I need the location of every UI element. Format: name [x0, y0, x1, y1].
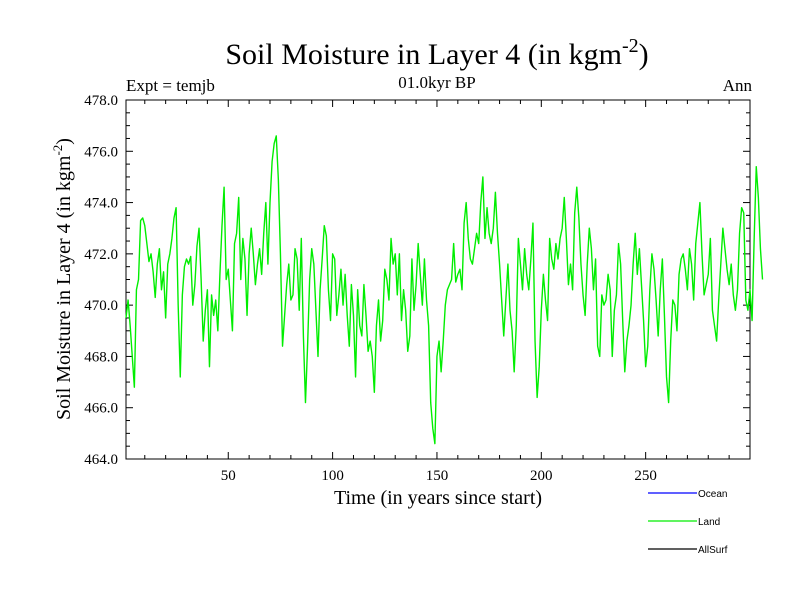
y-axis-label: Soil Moisture in Layer 4 (in kgm-2)	[50, 138, 75, 420]
x-tick-label: 250	[634, 468, 657, 484]
x-tick-label: 150	[426, 468, 449, 484]
legend-label: AllSurf	[698, 545, 728, 556]
y-tick-label: 470.0	[84, 298, 118, 314]
y-axis-label-superscript: -2	[50, 145, 65, 156]
chart-title: Soil Moisture in Layer 4 (in kgm-2)	[225, 35, 648, 71]
y-axis-label-text: Soil Moisture in Layer 4 (in kgm	[53, 155, 75, 420]
x-tick-label: 100	[321, 468, 344, 484]
subtitle-right: Ann	[723, 76, 753, 95]
y-tick-label: 478.0	[84, 93, 118, 109]
x-tick-label: 50	[221, 468, 236, 484]
x-tick-label: 200	[530, 468, 553, 484]
subtitle-center: 01.0kyr BP	[398, 73, 475, 92]
subtitle-left: Expt = temjb	[126, 76, 215, 95]
y-axis: 464.0 466.0 468.0 470.0 472.0 474.0 476.0 478.0	[84, 93, 750, 468]
chart-title-superscript: -2	[622, 35, 639, 57]
y-axis-label-close: )	[53, 138, 75, 145]
chart-title-text: Soil Moisture in Layer 4 (in kgm	[225, 38, 622, 71]
x-axis: 50 100 150 200 250	[144, 100, 730, 484]
y-tick-label: 468.0	[84, 349, 118, 365]
chart-title-close: )	[639, 38, 649, 71]
y-tick-label: 466.0	[84, 401, 118, 417]
y-tick-label: 476.0	[84, 144, 118, 160]
y-tick-label: 472.0	[84, 247, 118, 263]
legend-label: Ocean	[698, 489, 727, 500]
y-tick-label: 474.0	[84, 196, 118, 212]
x-axis-label: Time (in years since start)	[334, 487, 542, 509]
legend: Ocean Land AllSurf	[648, 489, 728, 556]
legend-label: Land	[698, 517, 720, 528]
y-tick-label: 464.0	[84, 452, 118, 468]
land-series-line	[125, 135, 764, 445]
